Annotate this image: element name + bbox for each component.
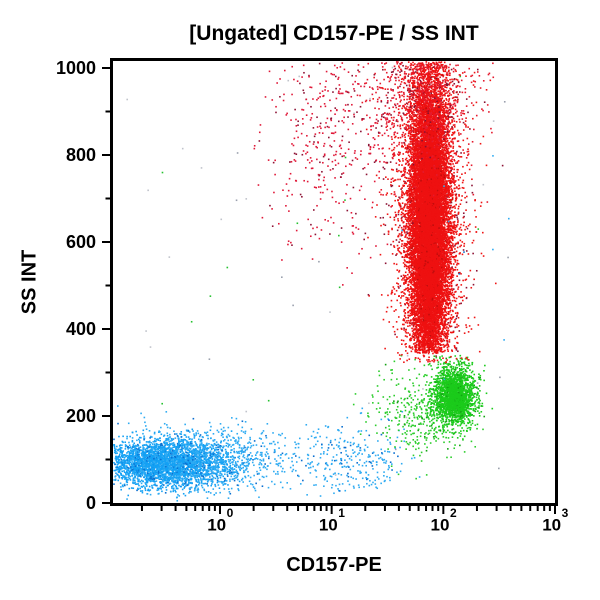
x-tick-label: 101 xyxy=(318,506,345,535)
x-tick-label: 103 xyxy=(542,506,569,535)
y-tick-label: 600 xyxy=(65,232,96,252)
x-tick-label: 100 xyxy=(207,506,234,535)
x-axis-title: CD157-PE xyxy=(286,554,382,576)
y-axis-title: SS INT xyxy=(18,249,41,315)
chart-title: [Ungated] CD157-PE / SS INT xyxy=(189,22,479,45)
x-tick-label: 102 xyxy=(430,506,457,535)
y-tick-label: 400 xyxy=(65,319,96,339)
y-tick-label: 1000 xyxy=(55,58,96,78)
y-tick-label: 0 xyxy=(85,493,96,513)
y-tick-label: 800 xyxy=(65,145,96,165)
y-tick-label: 200 xyxy=(65,406,96,426)
plot-area-border xyxy=(110,58,558,506)
